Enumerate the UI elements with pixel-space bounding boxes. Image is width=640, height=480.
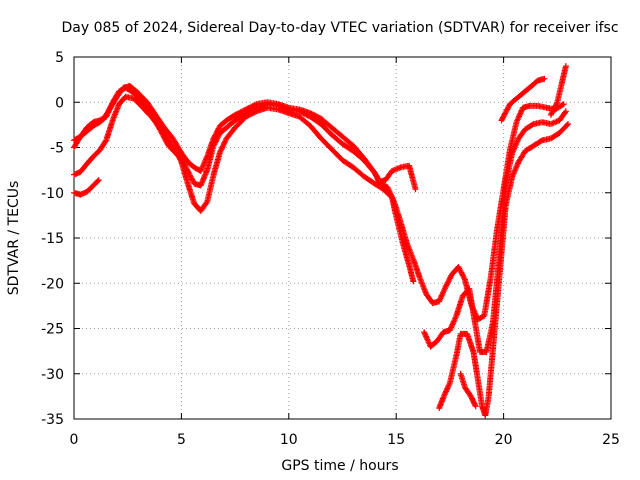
data-point-markers [436, 121, 571, 419]
tick-layer: 0 5 10 15 20 25 5 0 -5 -10 -15 -20 -25 -30 -35 [41, 50, 620, 448]
data-point-markers [457, 370, 479, 410]
x-tick-label: 5 [177, 432, 186, 448]
data-point-markers [71, 177, 102, 198]
x-axis-label: GPS time / hours [281, 458, 398, 474]
x-tick-label: 0 [70, 432, 79, 448]
y-axis-label: SDTVAR / TECUs [6, 181, 22, 296]
y-tick-label: -5 [50, 141, 64, 157]
data-series [498, 75, 548, 124]
data-point-markers [498, 75, 548, 124]
data-series [436, 121, 571, 419]
x-tick-label: 10 [280, 432, 298, 448]
y-tick-label: -20 [41, 276, 64, 292]
x-tick-label: 25 [602, 432, 620, 448]
y-tick-label: -35 [41, 412, 64, 428]
y-tick-label: -15 [41, 231, 64, 247]
x-tick-label: 20 [495, 432, 513, 448]
y-tick-label: -10 [41, 186, 64, 202]
x-tick-label: 15 [387, 432, 405, 448]
y-tick-label: 5 [55, 50, 64, 66]
chart-title: Day 085 of 2024, Sidereal Day-to-day VTE… [61, 20, 618, 36]
data-series [547, 63, 569, 118]
data-layer [71, 63, 571, 419]
y-tick-label: -25 [41, 322, 64, 338]
data-series [457, 370, 479, 410]
data-point-markers [547, 63, 569, 118]
y-tick-label: -30 [41, 367, 64, 383]
y-tick-label: 0 [55, 95, 64, 111]
data-series [71, 177, 102, 198]
